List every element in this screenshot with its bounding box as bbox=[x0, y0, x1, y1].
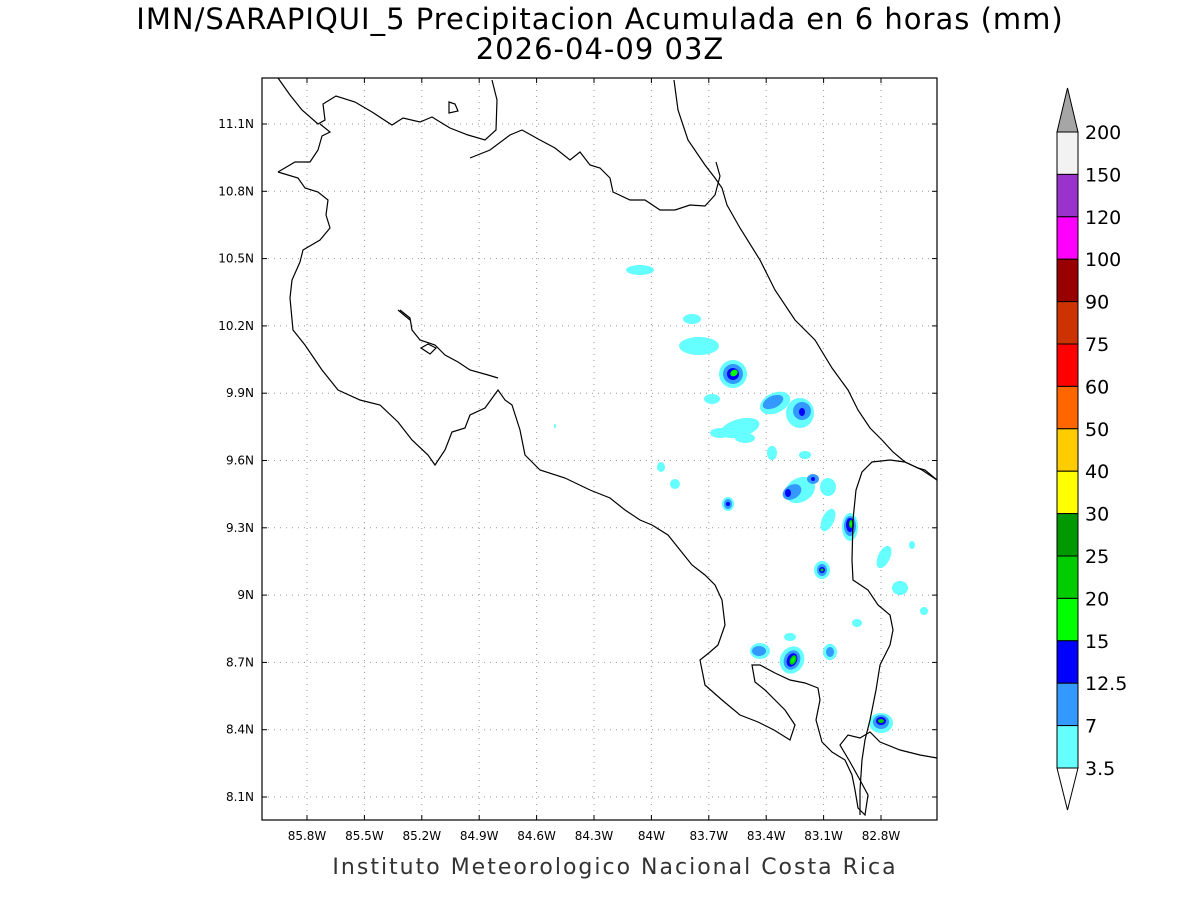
lon-tick-label: 85.8W bbox=[288, 829, 327, 843]
colorbar-label: 75 bbox=[1085, 334, 1109, 356]
colorbar-label: 150 bbox=[1085, 164, 1121, 186]
colorbar-swatch bbox=[1056, 597, 1079, 642]
colorbar-label: 30 bbox=[1085, 504, 1109, 526]
lat-tick-label: 10.5N bbox=[218, 252, 254, 266]
colorbar-swatch bbox=[1056, 725, 1079, 769]
colorbar-swatch bbox=[1056, 385, 1079, 430]
footer-credit: Instituto Meteorologico Nacional Costa R… bbox=[332, 855, 898, 880]
graticule-grid bbox=[262, 78, 937, 820]
colorbar-label: 200 bbox=[1085, 122, 1121, 144]
colorbar-label: 120 bbox=[1085, 207, 1121, 229]
colorbar-label: 50 bbox=[1085, 419, 1109, 441]
lat-tick-label: 9.6N bbox=[226, 454, 254, 468]
lat-tick-label: 8.4N bbox=[226, 723, 254, 737]
lat-tick-label: 8.1N bbox=[226, 790, 254, 804]
lon-tick-label: 84.3W bbox=[575, 829, 614, 843]
lon-tick-label: 84.9W bbox=[460, 829, 499, 843]
colorbar-label: 100 bbox=[1085, 249, 1121, 271]
coastline-borders bbox=[277, 77, 938, 817]
colorbar-label: 7 bbox=[1085, 716, 1097, 738]
colorbar-bottom-arrow bbox=[1056, 767, 1079, 811]
colorbar-label: 60 bbox=[1085, 376, 1109, 398]
lon-tick-label: 83.7W bbox=[690, 829, 729, 843]
colorbar-label: 3.5 bbox=[1085, 758, 1115, 780]
lat-tick-label: 9.9N bbox=[226, 386, 254, 400]
lon-tick-label: 84W bbox=[638, 829, 665, 843]
colorbar-swatch bbox=[1056, 343, 1079, 387]
colorbar-swatch bbox=[1056, 301, 1079, 345]
longitude-tick-labels: 85.8W 85.5W 85.2W 84.9W 84.6W 84.3W 84W 83.7W 83… bbox=[288, 829, 901, 843]
colorbar-label: 15 bbox=[1085, 631, 1109, 653]
colorbar-swatch bbox=[1056, 555, 1079, 599]
map-title: IMN/SARAPIQUI_5 Precipitacion Acumulada … bbox=[136, 2, 1064, 36]
colorbar-swatch bbox=[1056, 682, 1079, 727]
lon-tick-label: 85.2W bbox=[403, 829, 442, 843]
lat-tick-label: 10.2N bbox=[218, 319, 254, 333]
lat-tick-label: 9N bbox=[237, 588, 254, 602]
colorbar-top-arrow bbox=[1056, 87, 1079, 133]
precipitation-colorbar-legend: 200 150 120 100 90 75 60 50 40 30 25 20 15 12.5 7 3.5 bbox=[1056, 87, 1127, 811]
colorbar-label: 12.5 bbox=[1085, 673, 1127, 695]
latitude-tick-labels: 11.1N 10.8N 10.5N 10.2N 9.9N 9.6N 9.3N 9N 8.7N 8.… bbox=[218, 117, 254, 804]
lat-tick-label: 11.1N bbox=[218, 117, 254, 131]
colorbar-swatch bbox=[1056, 513, 1079, 557]
colorbar-label: 20 bbox=[1085, 588, 1109, 610]
lon-tick-label: 83.4W bbox=[747, 829, 786, 843]
colorbar-swatch bbox=[1056, 258, 1079, 303]
colorbar-swatch bbox=[1056, 131, 1079, 175]
lat-tick-label: 8.7N bbox=[226, 655, 254, 669]
colorbar-label: 25 bbox=[1085, 546, 1109, 568]
colorbar-swatch bbox=[1056, 640, 1079, 684]
lat-tick-label: 10.8N bbox=[218, 184, 254, 198]
map-frame bbox=[261, 77, 938, 821]
colorbar-swatch bbox=[1056, 470, 1079, 515]
lon-tick-label: 83.1W bbox=[804, 829, 843, 843]
lat-tick-label: 9.3N bbox=[226, 521, 254, 535]
colorbar-swatch bbox=[1056, 173, 1079, 218]
map-subtitle-datetime: 2026-04-09 03Z bbox=[475, 32, 725, 66]
lon-tick-label: 82.8W bbox=[862, 829, 901, 843]
colorbar-swatch bbox=[1056, 216, 1079, 260]
lon-tick-label: 84.6W bbox=[517, 829, 556, 843]
colorbar-label: 90 bbox=[1085, 292, 1109, 314]
lon-tick-label: 85.5W bbox=[345, 829, 384, 843]
colorbar-swatch bbox=[1056, 428, 1079, 472]
precipitation-field bbox=[554, 265, 928, 733]
colorbar-label: 40 bbox=[1085, 461, 1109, 483]
